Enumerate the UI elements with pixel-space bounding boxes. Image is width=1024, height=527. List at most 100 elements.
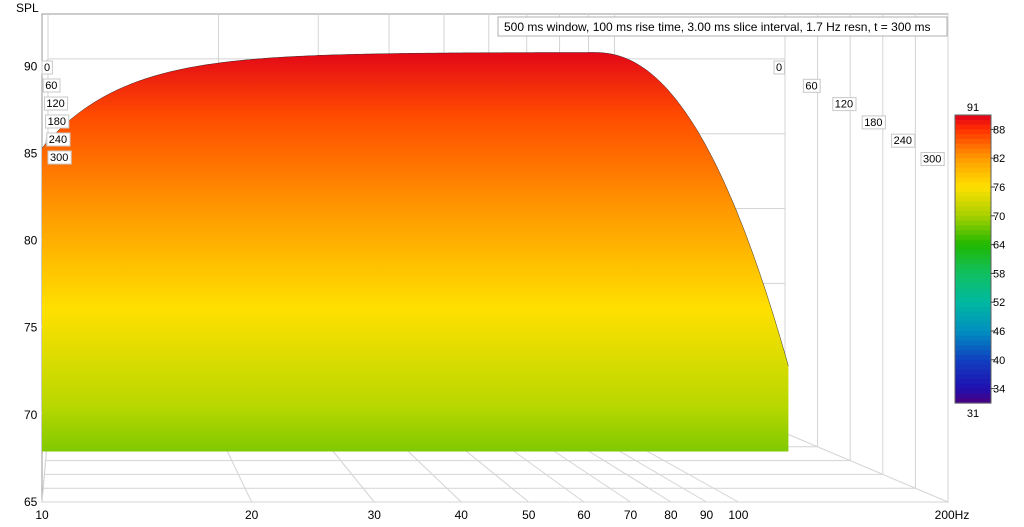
y-tick-label: 80 — [24, 234, 38, 248]
colorbar-band — [955, 134, 991, 140]
colorbar-band — [955, 239, 991, 246]
y-ticks: 90 85 80 75 70 65 — [24, 59, 38, 509]
time-tick-left-box — [41, 60, 53, 75]
colorbar-band — [955, 316, 991, 322]
colorbar-band — [955, 201, 991, 207]
colorbar-band — [955, 177, 991, 183]
time-tick-right-box — [920, 152, 945, 166]
colorbar-band — [955, 287, 991, 294]
colorbar-band — [955, 148, 991, 154]
colorbar-band — [955, 254, 991, 260]
colorbar-band — [955, 215, 991, 222]
time-tick-right-box — [832, 97, 857, 112]
x-tick-label: 60 — [577, 508, 591, 522]
colorbar: 91 31 88 82 76 70 64 58 52 46 40 34 — [954, 102, 1005, 420]
y-axis-label: SPL — [16, 1, 39, 15]
colorbar-band — [955, 383, 991, 390]
colorbar-band — [955, 379, 991, 385]
y-tick-label: 75 — [24, 321, 38, 335]
colorbar-band — [955, 220, 991, 226]
colorbar-band — [955, 369, 991, 375]
colorbar-max-label: 91 — [967, 102, 979, 114]
colorbar-tick-label: 82 — [993, 153, 1005, 165]
time-tick-left: 60 — [45, 80, 57, 92]
time-tick-right: 240 — [894, 135, 912, 147]
time-tick-left: 300 — [50, 152, 68, 164]
colorbar-band — [955, 340, 991, 346]
colorbar-tick-label: 70 — [993, 211, 1005, 223]
colorbar-band — [955, 187, 991, 193]
x-ticks: 10 20 30 40 50 60 70 80 90 100 200Hz — [35, 508, 969, 522]
time-tick-right: 180 — [864, 117, 882, 129]
colorbar-band — [955, 163, 991, 169]
time-tick-right: 120 — [835, 99, 853, 111]
time-tick-right: 0 — [776, 62, 782, 74]
x-tick-label: 80 — [664, 508, 678, 522]
colorbar-band — [955, 302, 991, 308]
colorbar-min-label: 31 — [967, 408, 979, 420]
y-tick-label: 85 — [24, 146, 38, 160]
colorbar-band — [955, 225, 991, 231]
time-tick-right-box — [861, 115, 886, 130]
colorbar-band — [955, 297, 991, 303]
x-tick-label: 50 — [522, 508, 536, 522]
colorbar-band — [955, 398, 991, 404]
colorbar-band — [955, 278, 991, 284]
colorbar-band — [955, 182, 991, 188]
colorbar-band — [955, 263, 991, 270]
y-tick-label: 70 — [24, 408, 38, 422]
colorbar-band — [955, 307, 991, 313]
grid-line-freq — [784, 432, 949, 503]
x-tick-label: 10 — [35, 508, 49, 522]
time-tick-right-box — [802, 78, 821, 93]
colorbar-tick-label: 64 — [993, 240, 1005, 252]
colorbar-band — [955, 359, 991, 366]
colorbar-band — [955, 158, 991, 164]
colorbar-band — [955, 321, 991, 327]
x-tick-label: 90 — [700, 508, 714, 522]
colorbar-band — [955, 167, 991, 174]
colorbar-band — [955, 191, 991, 198]
colorbar-band — [955, 355, 991, 361]
colorbar-band — [955, 115, 991, 121]
colorbar-band — [955, 364, 991, 370]
waterfall-surface — [42, 52, 789, 452]
colorbar-band — [955, 326, 991, 332]
header-box — [497, 16, 948, 37]
x-tick-label: 70 — [624, 508, 638, 522]
colorbar-band — [955, 249, 991, 255]
decay-slice-line — [42, 52, 789, 367]
colorbar-frame — [954, 114, 992, 404]
time-tick-right-box — [773, 60, 785, 75]
time-tick-left: 120 — [46, 98, 64, 110]
colorbar-tick-label: 34 — [993, 384, 1005, 396]
x-tick-label: 200Hz — [935, 508, 970, 522]
x-tick-label: 30 — [368, 508, 382, 522]
colorbar-band — [955, 311, 991, 318]
colorbar-band — [955, 388, 991, 394]
colorbar-band — [955, 393, 991, 399]
colorbar-band — [955, 143, 991, 150]
colorbar-band — [955, 292, 991, 298]
time-tick-left: 240 — [49, 134, 67, 146]
x-tick-label: 40 — [455, 508, 469, 522]
time-tick-left-box — [46, 132, 71, 147]
colorbar-band — [955, 206, 991, 212]
time-tick-left: 0 — [44, 62, 50, 74]
colorbar-band — [955, 235, 991, 241]
x-tick-label: 20 — [245, 508, 259, 522]
colorbar-band — [955, 139, 991, 145]
time-tick-right-box — [891, 133, 916, 148]
y-tick-label: 90 — [24, 59, 38, 73]
colorbar-band — [955, 345, 991, 351]
colorbar-band — [955, 331, 991, 337]
colorbar-band — [955, 374, 991, 380]
time-tick-left-box — [45, 114, 70, 129]
colorbar-band — [955, 153, 991, 159]
colorbar-tick-label: 46 — [993, 326, 1005, 338]
decay-slice-fill — [42, 52, 789, 452]
chart-header: 500 ms window, 100 ms rise time, 3.00 ms… — [504, 20, 931, 34]
colorbar-band — [955, 230, 991, 236]
colorbar-band — [955, 259, 991, 265]
